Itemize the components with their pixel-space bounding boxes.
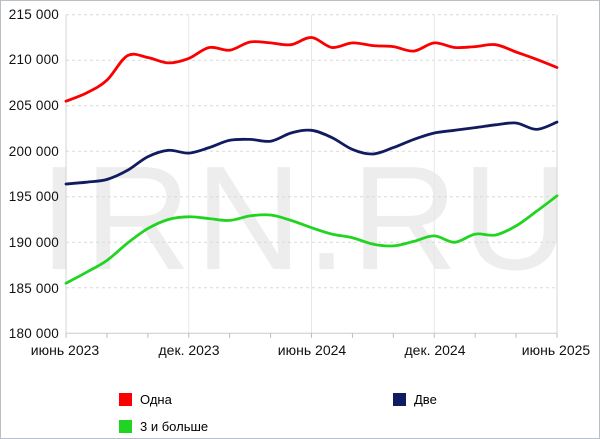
series-line-one-room xyxy=(64,36,559,103)
x-axis-label: июнь 2024 xyxy=(277,342,347,358)
legend-label-two-rooms: Две xyxy=(414,391,437,407)
gridlines xyxy=(65,14,558,338)
y-axis-label: 200 000 xyxy=(8,144,59,159)
y-axis-label: 190 000 xyxy=(8,235,59,250)
legend-swatch-two-rooms xyxy=(393,392,406,406)
legend-label-three-plus-rooms: 3 и больше xyxy=(140,418,209,434)
y-axis-label: 185 000 xyxy=(8,281,59,296)
legend-item-two-rooms: Две xyxy=(393,391,437,407)
x-axis-label: июнь 2023 xyxy=(30,342,100,358)
legend-label-one-room: Одна xyxy=(140,391,172,407)
legend-item-three-plus-rooms: 3 и больше xyxy=(119,418,209,434)
y-axis-label: 210 000 xyxy=(8,52,59,67)
watermark-text: IRN.RU xyxy=(39,136,573,301)
y-axis-label: 180 000 xyxy=(8,326,59,341)
series-line-two-rooms xyxy=(64,120,559,186)
series-line-three-plus-rooms xyxy=(64,194,559,285)
y-axis-label: 215 000 xyxy=(8,7,59,22)
y-axis-label: 195 000 xyxy=(8,189,59,204)
x-axis-label: дек. 2024 xyxy=(404,342,466,358)
legend-swatch-one-room xyxy=(119,392,132,406)
y-axis-label: 205 000 xyxy=(8,98,59,113)
legend-swatch-three-plus-rooms xyxy=(119,419,132,433)
x-axis-label: июнь 2025 xyxy=(521,342,591,358)
x-axis-label: дек. 2023 xyxy=(158,342,220,358)
legend-item-one-room: Одна xyxy=(119,391,172,407)
